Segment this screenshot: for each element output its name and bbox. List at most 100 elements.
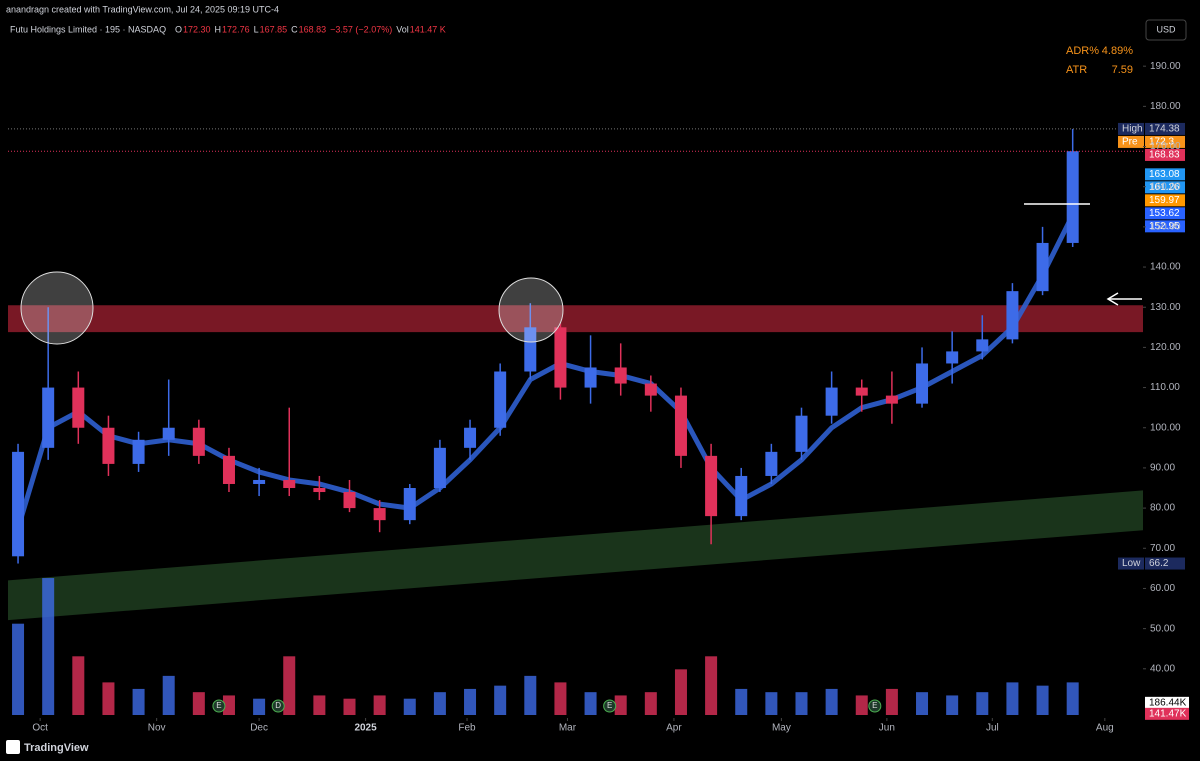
candle-body: [1066, 151, 1079, 243]
candle-body: [72, 387, 85, 428]
volume-bar: [253, 698, 266, 715]
candle-body: [1036, 242, 1049, 292]
currency-box: [1145, 19, 1187, 41]
volume-bar: [132, 688, 145, 715]
candle-body: [494, 371, 507, 428]
volume-bar: [976, 692, 989, 715]
volume-bar: [614, 695, 627, 715]
candle-body: [674, 395, 687, 456]
volume-bar: [885, 688, 898, 715]
volume-bar: [343, 698, 356, 715]
candle-body: [976, 339, 989, 352]
y-tick-label: 90.00: [1150, 463, 1175, 474]
candle-body: [433, 447, 446, 489]
ohlc-key: H: [215, 24, 222, 34]
volume-bar: [494, 685, 507, 715]
event-label: E: [607, 701, 612, 710]
volume-bar: [222, 695, 235, 715]
currency: USD: [1156, 24, 1176, 34]
volume-bar: [674, 669, 687, 715]
volume-bar: [403, 698, 416, 715]
volume-bar: [313, 695, 326, 715]
candle-body: [614, 367, 627, 384]
volume-bar: [72, 656, 85, 715]
volume-bar: [795, 692, 808, 715]
price-tag-name-box: [1118, 122, 1144, 135]
x-tick-label: Jun: [879, 723, 895, 734]
volume-bar: [1036, 685, 1049, 715]
candle-body: [916, 363, 929, 404]
event-label: D: [275, 701, 281, 710]
event-marker: [868, 699, 882, 713]
volume-bar: [464, 688, 477, 715]
candle-body: [855, 387, 868, 396]
y-tick-label: 140.00: [1150, 262, 1181, 273]
indicators: ADR% 4.89% ATR 7.59: [1066, 45, 1133, 76]
volume-tag-label: 141.47K: [1149, 708, 1187, 719]
price-tag-value: 152.95: [1149, 221, 1180, 232]
candle-body: [162, 427, 175, 440]
y-tick-label: 70.00: [1150, 543, 1175, 554]
price-tag-name: High: [1122, 124, 1143, 135]
ohlc-key: O: [175, 24, 182, 34]
candle-body: [403, 488, 416, 521]
candle-body: [644, 383, 657, 396]
axes: 40.00 50.00 60.00 70.00 80.00 90.00 100.00 110.…: [32, 61, 1181, 734]
y-tick-label: 170.00: [1150, 141, 1181, 152]
volume-tag-label: 186.44K: [1149, 697, 1187, 708]
y-tick-label: 50.00: [1150, 623, 1175, 634]
volume-bar: [283, 656, 296, 715]
x-tick-label: May: [772, 723, 791, 734]
volume-bar: [705, 656, 718, 715]
volume-bar: [735, 688, 748, 715]
candle-body: [554, 327, 567, 388]
price-tag-value: 172.3: [1149, 137, 1174, 148]
volume-bar: [946, 695, 959, 715]
price-tag-value: 66.2: [1149, 558, 1169, 569]
price-tag-value: 161.26: [1149, 182, 1180, 193]
volume-tag: [1145, 696, 1189, 709]
candle-body: [42, 387, 55, 448]
candle-body: [1006, 291, 1019, 340]
volume-bar: [1006, 682, 1019, 715]
ohlc-value: 167.85: [260, 24, 288, 34]
y-tick-label: 40.00: [1150, 663, 1175, 674]
plot: E D E E High 174.38 Pre 172.3 168.83 163.08 161.26…: [8, 122, 1189, 720]
change: −3.57 (−2.07%): [330, 24, 392, 34]
volume-value: 141.47 K: [410, 24, 446, 34]
ohlc-legend: O 172.30 H 172.76 L 167.85 C 168.83 −3.57 (−2.07…: [175, 24, 446, 34]
event-label: E: [872, 701, 877, 710]
x-tick-label: Oct: [32, 723, 48, 734]
x-tick-label: Feb: [458, 723, 476, 734]
indicator-name: ATR: [1066, 64, 1087, 76]
price-tag-name-box: [1118, 135, 1144, 148]
ohlc-value: 168.83: [299, 24, 327, 34]
candle-body: [946, 351, 959, 364]
candle-body: [192, 427, 205, 456]
volume-bar: [554, 682, 567, 715]
candle-body: [12, 451, 25, 557]
brand-logo: [6, 740, 20, 754]
volume-bar: [162, 675, 175, 715]
price-tag-name-box: [1118, 557, 1144, 570]
candle-body: [102, 427, 115, 464]
ohlc-key: L: [254, 24, 259, 34]
price-tag-value: 168.83: [1149, 150, 1180, 161]
author-line: anandragn created with TradingView.com, …: [6, 4, 279, 14]
highlight-circle: [20, 271, 94, 345]
volume-bar: [373, 695, 386, 715]
candle-body: [524, 327, 537, 372]
y-tick-label: 110.00: [1150, 382, 1180, 393]
volume-bar: [825, 688, 838, 715]
volume-bar: [644, 692, 657, 715]
event-marker: [271, 699, 285, 713]
price-tag: [1145, 220, 1185, 233]
x-tick-label: Apr: [666, 723, 682, 734]
price-tag-value: 174.38: [1149, 124, 1180, 135]
x-tick-label: Jul: [986, 723, 999, 734]
price-tag: [1145, 194, 1185, 207]
candle-body: [464, 427, 477, 448]
price-tag-value: 153.62: [1149, 208, 1180, 219]
